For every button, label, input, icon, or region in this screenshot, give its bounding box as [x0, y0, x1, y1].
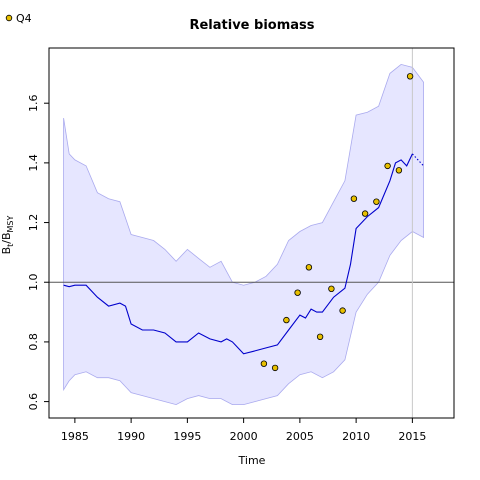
x-axis-title: Time: [238, 454, 266, 467]
x-tick-label: 1995: [173, 430, 201, 443]
point-q4: [283, 316, 290, 324]
y-tick-label: 1.0: [27, 273, 40, 291]
x-axis: 1985 1990 1995 2000 2005 2010 2015: [61, 418, 426, 443]
y-tick-label: 0.6: [27, 393, 40, 411]
plot-area: [49, 48, 454, 418]
point-q4: [316, 333, 324, 340]
point-q4: [294, 289, 301, 296]
point-q4: [328, 285, 335, 292]
y-tick-label: 1.2: [27, 214, 40, 232]
y-tick-label: 1.4: [27, 154, 40, 172]
point-q4: [406, 73, 414, 80]
plot-frame: [48, 47, 455, 419]
point-q4: [395, 167, 403, 174]
point-q4: [271, 364, 279, 372]
y-axis-title: Bt/BMSY: [0, 215, 15, 254]
series-line-1: [411, 153, 425, 167]
x-tick-label: 1990: [117, 430, 145, 443]
y-tick-label: 0.8: [27, 333, 40, 351]
series-line-0: [63, 153, 413, 355]
point-q4: [350, 195, 358, 202]
confidence-band: [63, 63, 424, 406]
x-tick-label: 2015: [398, 430, 426, 443]
legend: Q4: [5, 12, 32, 25]
y-axis: 0.6 0.8 1.0 1.2 1.4 1.6: [27, 94, 49, 410]
point-q4: [373, 198, 380, 205]
legend-marker-q4: [5, 14, 13, 22]
point-q4: [339, 307, 346, 314]
x-tick-label: 1985: [61, 430, 89, 443]
point-q4: [305, 264, 313, 271]
point-q4: [361, 210, 369, 217]
y-tick-label: 1.6: [27, 94, 40, 112]
x-tick-label: 2000: [230, 430, 258, 443]
point-q4: [384, 162, 391, 170]
legend-label-q4: Q4: [16, 12, 32, 25]
point-q4: [260, 360, 268, 367]
x-tick-label: 2010: [342, 430, 370, 443]
chart-title: Relative biomass: [189, 18, 314, 33]
x-tick-label: 2005: [286, 430, 314, 443]
